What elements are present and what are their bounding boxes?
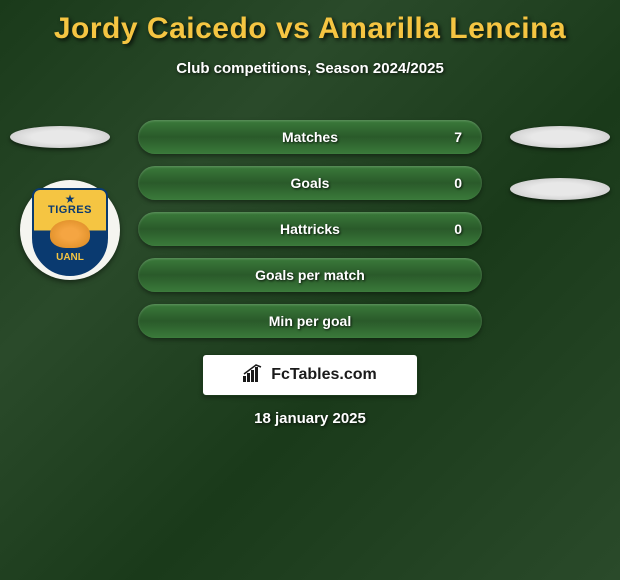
stat-label: Min per goal [138,313,482,329]
stat-bar-min-per-goal: Min per goal [138,304,482,338]
stat-bar-goals: Goals 0 [138,166,482,200]
badge-tiger-icon [50,220,90,248]
brand-text: FcTables.com [271,366,377,384]
stat-bar-goals-per-match: Goals per match [138,258,482,292]
stat-value: 7 [454,129,462,145]
stat-bar-hattricks: Hattricks 0 [138,212,482,246]
badge-team-name: TIGRES [34,204,106,216]
stat-bar-matches: Matches 7 [138,120,482,154]
team-badge: ★ TIGRES UANL [20,180,120,302]
badge-shield: ★ TIGRES UANL [32,188,108,276]
stat-value: 0 [454,175,462,191]
stat-value: 0 [454,221,462,237]
stat-label: Goals per match [138,267,482,283]
badge-league-name: UANL [34,252,106,263]
player-slot-right-1 [510,126,610,148]
player-slot-right-2 [510,178,610,200]
season-subtitle: Club competitions, Season 2024/2025 [0,60,620,77]
date-text: 18 january 2025 [0,410,620,427]
comparison-title: Jordy Caicedo vs Amarilla Lencina [0,0,620,46]
chart-icon [243,364,265,387]
player-slot-left [10,126,110,148]
stat-label: Goals [138,175,482,191]
stat-label: Hattricks [138,221,482,237]
badge-circle: ★ TIGRES UANL [20,180,120,280]
stats-container: Matches 7 Goals 0 Hattricks 0 Goals per … [138,120,482,350]
stat-label: Matches [138,129,482,145]
brand-box[interactable]: FcTables.com [202,354,418,396]
